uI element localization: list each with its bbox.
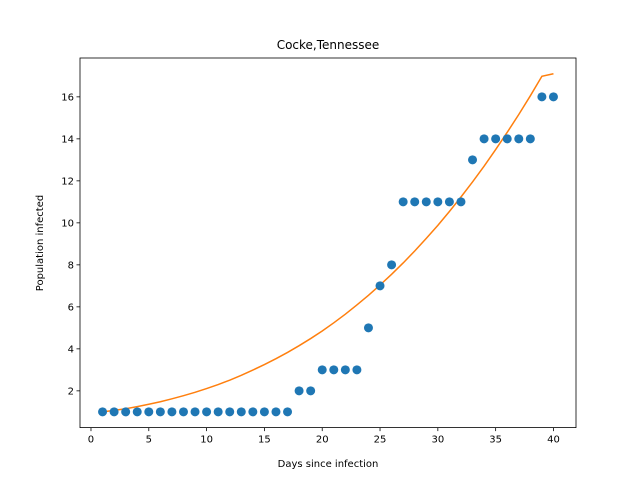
data-point [491, 134, 501, 144]
y-tick-label: 12 [61, 176, 74, 187]
x-tick-label: 10 [200, 435, 213, 446]
data-point [329, 365, 339, 375]
y-tick-label: 16 [61, 92, 74, 103]
data-point [340, 365, 350, 375]
data-point [167, 407, 177, 417]
data-point [548, 92, 558, 102]
x-tick-label: 0 [88, 435, 94, 446]
y-tick-label: 4 [68, 344, 74, 355]
fit-line-series [102, 73, 554, 413]
data-point [248, 407, 258, 417]
data-point [155, 407, 165, 417]
y-tick-label: 10 [61, 218, 74, 229]
data-point [271, 407, 281, 417]
y-tick-label: 14 [61, 134, 74, 145]
fit-line [102, 73, 554, 413]
data-point [317, 365, 327, 375]
data-point [213, 407, 223, 417]
data-point [259, 407, 269, 417]
data-point [178, 407, 188, 417]
x-tick-label: 40 [547, 435, 560, 446]
x-tick-label: 25 [374, 435, 387, 446]
data-point [294, 386, 304, 396]
data-point [433, 197, 443, 207]
data-point [514, 134, 524, 144]
data-point [479, 134, 489, 144]
data-point [468, 155, 478, 165]
x-axis: 0 5 10 15 20 25 30 35 40 [88, 427, 560, 446]
data-point [410, 197, 420, 207]
data-point [306, 386, 316, 396]
y-tick-label: 2 [68, 386, 74, 397]
data-point [375, 281, 385, 291]
data-point [98, 407, 108, 417]
axes-frame [79, 57, 577, 429]
scatter-series [98, 92, 558, 417]
data-point [537, 92, 547, 102]
y-axis-label: Population infected [35, 195, 46, 291]
data-point [456, 197, 466, 207]
data-point [283, 407, 293, 417]
x-tick-label: 30 [431, 435, 444, 446]
x-axis-label: Days since infection [278, 459, 379, 470]
chart-title: Cocke,Tennessee [277, 38, 380, 52]
y-tick-label: 8 [68, 260, 74, 271]
data-point [132, 407, 142, 417]
data-point [387, 260, 397, 270]
data-point [502, 134, 512, 144]
plot-area: 0 5 10 15 20 25 30 35 40 2 4 6 8 10 12 14 16 [61, 57, 577, 446]
data-point [363, 323, 373, 333]
data-point [144, 407, 154, 417]
data-point [121, 407, 131, 417]
data-point [352, 365, 362, 375]
x-tick-label: 15 [258, 435, 271, 446]
data-point [421, 197, 431, 207]
data-point [202, 407, 212, 417]
x-tick-label: 20 [316, 435, 329, 446]
data-point [109, 407, 119, 417]
data-point [190, 407, 200, 417]
data-point [225, 407, 235, 417]
data-point [525, 134, 535, 144]
y-tick-label: 6 [68, 302, 74, 313]
data-point [236, 407, 246, 417]
x-tick-label: 35 [489, 435, 502, 446]
data-point [444, 197, 454, 207]
y-axis: 2 4 6 8 10 12 14 16 [61, 92, 80, 397]
x-tick-label: 5 [146, 435, 152, 446]
data-point [398, 197, 408, 207]
